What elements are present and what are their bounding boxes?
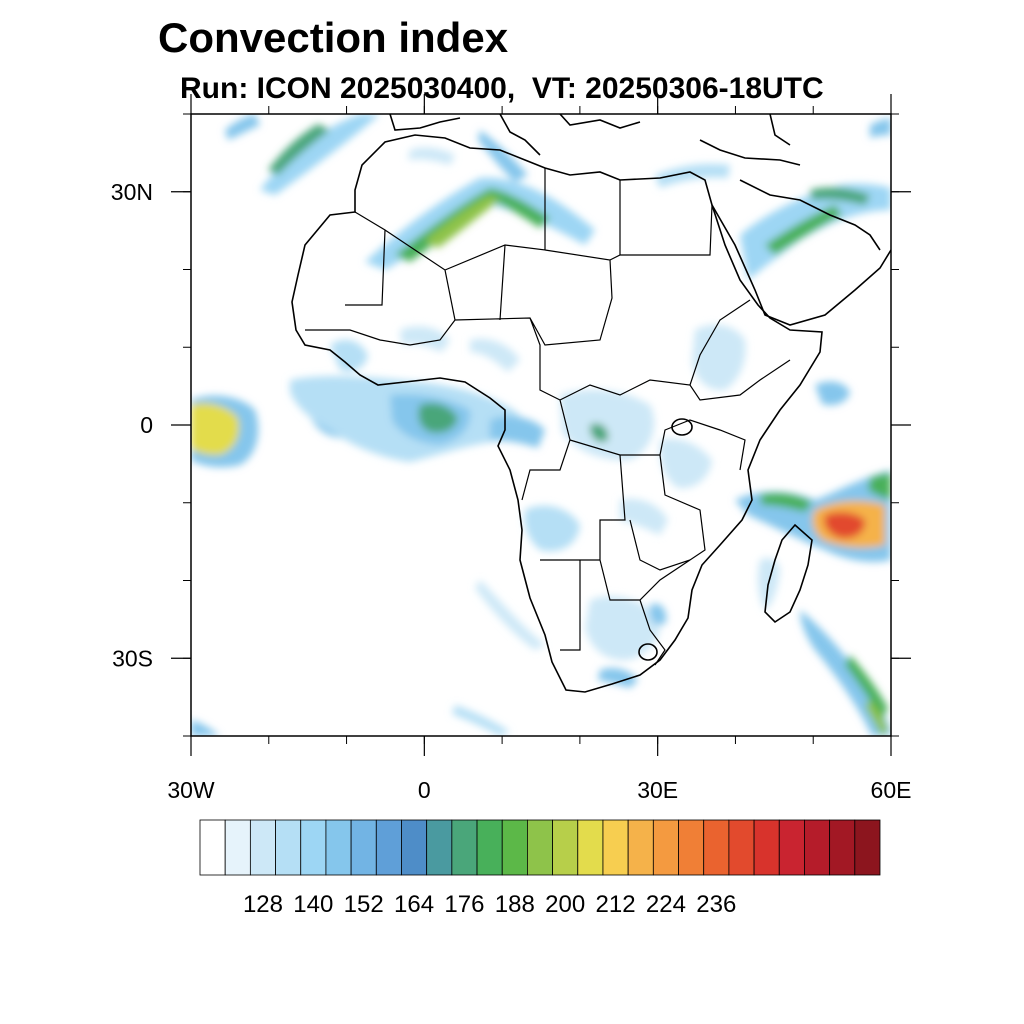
convection-field: [191, 114, 891, 736]
colorbar-tick-label: 212: [596, 891, 636, 918]
lon-tick-label: 30W: [167, 777, 215, 803]
africa-coastline: [291, 134, 823, 693]
chart-title: Convection index: [158, 14, 509, 61]
colorbar-swatch: [652, 819, 679, 876]
colorbar-swatch: [375, 819, 402, 876]
colorbar-swatch: [401, 819, 428, 876]
colorbar-tick-label: 140: [293, 891, 333, 918]
colorbar-swatch: [778, 819, 805, 876]
colorbar-swatch: [249, 819, 276, 876]
axis-ticks: [171, 94, 911, 756]
axis-labels: 30N 0 30S 30W 0 30E 60E: [111, 179, 912, 803]
colorbar-swatch: [753, 819, 780, 876]
lon-tick-label: 60E: [871, 777, 912, 803]
lat-tick-label: 30N: [111, 179, 153, 205]
colorbar-tick-label: 128: [243, 891, 283, 918]
colorbar: [199, 819, 881, 876]
colorbar-swatch: [350, 819, 377, 876]
lat-tick-label: 30S: [112, 645, 153, 671]
colorbar-swatch: [451, 819, 478, 876]
colorbar-tick-label: 200: [545, 891, 585, 918]
colorbar-swatch: [829, 819, 856, 876]
madagascar-coast: [764, 523, 813, 624]
colorbar-swatch: [275, 819, 302, 876]
colorbar-swatch: [501, 819, 528, 876]
colorbar-swatch: [804, 819, 831, 876]
colorbar-tick-label: 224: [646, 891, 686, 918]
colorbar-swatch: [476, 819, 503, 876]
colorbar-swatch: [627, 819, 654, 876]
coastlines: [291, 114, 891, 693]
colorbar-swatch: [224, 819, 251, 876]
lake-victoria: [671, 418, 693, 436]
colorbar-swatch: [199, 819, 226, 876]
colorbar-swatch: [602, 819, 629, 876]
colorbar-labels: 128 140 152 164 176 188 200 212 224 236: [243, 891, 736, 918]
lesotho-outline: [638, 643, 658, 661]
colorbar-tick-label: 188: [495, 891, 535, 918]
arabia-coast: [711, 179, 891, 326]
colorbar-swatch: [728, 819, 755, 876]
colorbar-swatch: [854, 819, 881, 876]
lon-tick-label: 30E: [637, 777, 678, 803]
colorbar-tick-label: 164: [394, 891, 434, 918]
lat-tick-label: 0: [140, 412, 153, 438]
colorbar-swatch: [552, 819, 579, 876]
colorbar-swatch: [577, 819, 604, 876]
lon-tick-label: 0: [418, 777, 431, 803]
colorbar-swatch: [325, 819, 352, 876]
colorbar-swatch: [703, 819, 730, 876]
colorbar-swatch: [426, 819, 453, 876]
colorbar-tick-label: 152: [344, 891, 384, 918]
colorbar-swatch: [300, 819, 327, 876]
colorbar-swatch: [678, 819, 705, 876]
chart-subtitle: Run: ICON 2025030400, VT: 20250306-18UTC: [180, 72, 824, 105]
colorbar-tick-label: 176: [444, 891, 484, 918]
colorbar-tick-label: 236: [696, 891, 736, 918]
europe-coast: [389, 114, 801, 166]
colorbar-swatch: [527, 819, 553, 876]
country-borders: [305, 168, 791, 666]
